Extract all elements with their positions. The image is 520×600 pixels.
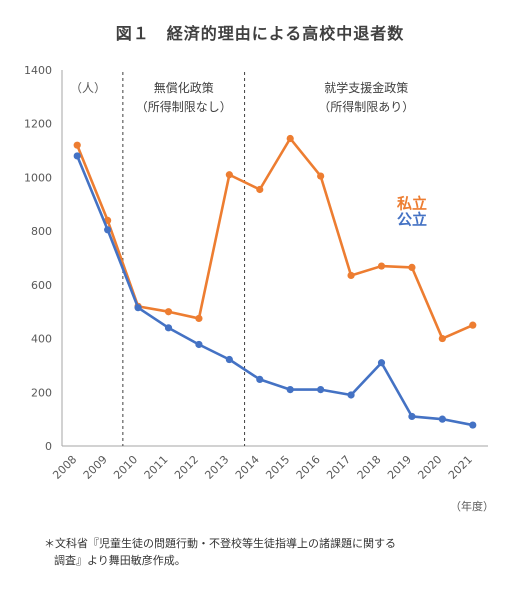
y-tick-label: 1000 <box>24 171 52 184</box>
data-point <box>164 308 173 316</box>
data-point <box>286 386 294 394</box>
data-point <box>195 340 203 349</box>
data-point <box>377 359 386 367</box>
x-tick-label: 2018 <box>355 453 384 482</box>
data-point <box>317 386 325 394</box>
data-point <box>438 415 446 423</box>
data-point <box>164 324 173 332</box>
period-label-title: 就学支援金政策 <box>324 80 408 95</box>
x-tick-label: 2013 <box>202 453 231 482</box>
source-note-line-2: 調査』より舞田敏彦作成。 <box>54 554 186 567</box>
y-tick-label: 1400 <box>24 64 52 77</box>
x-tick-label: 2016 <box>294 453 323 482</box>
data-point <box>469 321 477 329</box>
x-tick-label: 2019 <box>385 453 414 482</box>
data-point <box>286 134 294 143</box>
data-point <box>347 271 355 280</box>
data-point <box>377 262 386 270</box>
data-point <box>73 152 81 160</box>
data-point <box>225 171 233 179</box>
x-axis-unit: （年度） <box>450 499 494 513</box>
x-tick-label: 2015 <box>263 453 292 482</box>
period-label-note: （所得制限あり） <box>318 99 414 114</box>
source-note-line-1: ＊文科省『児童生徒の問題行動・不登校等生徒指導上の諸課題に関する <box>44 537 396 550</box>
data-point <box>256 375 264 383</box>
x-tick-label: 2014 <box>233 453 262 482</box>
y-tick-label: 0 <box>45 440 52 453</box>
period-label-title: 無償化政策 <box>154 80 214 95</box>
y-tick-label: 800 <box>31 225 52 238</box>
data-point <box>73 141 81 149</box>
chart-title: 図１ 経済的理由による高校中退者数 <box>115 24 405 43</box>
data-point <box>134 304 142 312</box>
y-tick-label: 200 <box>31 386 52 399</box>
data-point <box>225 355 233 364</box>
data-point <box>347 391 355 399</box>
x-tick-label: 2020 <box>415 453 444 482</box>
x-tick-label: 2009 <box>81 453 110 482</box>
data-point <box>256 185 264 194</box>
period-label-note: （所得制限なし） <box>136 99 232 114</box>
data-point <box>408 263 416 271</box>
series-line <box>76 137 474 340</box>
x-tick-label: 2021 <box>446 453 475 482</box>
y-tick-label: 1200 <box>24 118 52 131</box>
x-tick-label: 2012 <box>172 453 201 482</box>
source-note: ＊文科省『児童生徒の問題行動・不登校等生徒指導上の諸課題に関する 調査』より舞田… <box>44 535 504 569</box>
y-tick-label: 600 <box>31 279 52 292</box>
x-tick-label: 2017 <box>324 453 353 482</box>
x-tick-label: 2010 <box>111 453 140 482</box>
legend-label: 私立 <box>396 194 427 212</box>
x-tick-label: 2011 <box>142 453 171 482</box>
data-point <box>469 421 477 429</box>
legend-label: 公立 <box>397 210 427 228</box>
data-point <box>195 314 203 323</box>
data-point <box>408 412 416 421</box>
series-line <box>76 155 474 427</box>
data-point <box>104 226 112 234</box>
y-axis-unit: （人） <box>70 81 106 95</box>
y-tick-label: 400 <box>31 333 52 346</box>
data-point <box>438 334 446 343</box>
data-point <box>317 172 325 180</box>
x-tick-label: 2008 <box>50 453 79 482</box>
